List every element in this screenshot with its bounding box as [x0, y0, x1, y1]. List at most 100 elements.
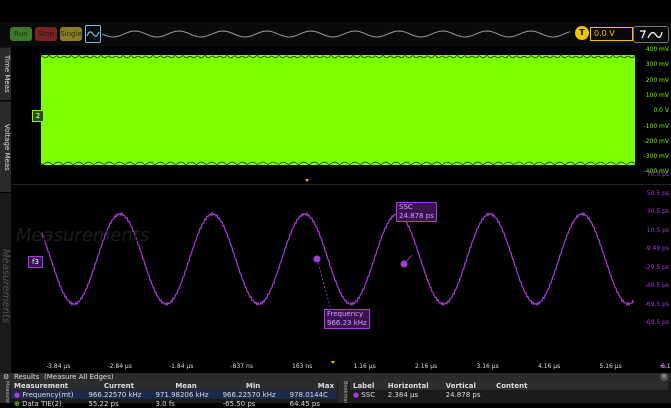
single-button[interactable]: Single	[60, 27, 82, 41]
y-tick-label: 30.5 ps	[646, 208, 669, 215]
frequency-label-value: 966.23 kHz	[327, 319, 367, 327]
top-black-band	[0, 0, 671, 22]
y-tick-label: -29.5 ps	[644, 263, 669, 271]
x-tick-label: 2.16 µs	[415, 363, 438, 370]
y-tick-label: -300 mV	[643, 153, 669, 161]
results-subtitle: (Measure All Edges)	[44, 373, 114, 381]
y-tick-label: 70.5 ps	[646, 171, 669, 178]
measurements-table: Measurement Current Mean Min Max ● Frequ…	[11, 381, 337, 408]
results-header: ⚙ Results (Measure All Edges) ×	[0, 373, 671, 381]
col-label[interactable]: Label	[353, 381, 375, 390]
tab-voltage-meas[interactable]: Voltage Meas	[0, 102, 11, 193]
tie-waveform	[41, 211, 635, 364]
top-waveform-panel: 2 400 mV 300 mV 200 mV 100 mV 0.0 V -100 mV -2…	[12, 46, 671, 194]
bookmark-content	[493, 390, 668, 399]
overview-waveform	[102, 30, 571, 38]
col-current[interactable]: Current	[103, 381, 134, 390]
y-tick-label: -49.5 ps	[644, 282, 669, 289]
run-button[interactable]: Run	[10, 27, 32, 41]
toolbar: Run Stop Single T 0.0 V	[0, 22, 671, 46]
y-tick-label: -9.49 ps	[644, 245, 669, 252]
row-current: 55.22 ps	[88, 399, 119, 408]
y-tick-label: 200 mV	[645, 76, 669, 84]
y-tick-label: -400 mV	[643, 168, 669, 176]
y-tick-label: -69.5 ps	[644, 300, 669, 308]
trigger-position-marker	[305, 179, 309, 182]
x-tick-label: 6.16 µs	[661, 363, 671, 370]
x-tick-label: 4.16 µs	[538, 363, 561, 370]
x-tick-label: 3.16 µs	[476, 363, 499, 370]
col-mean[interactable]: Mean	[175, 381, 197, 390]
table-row[interactable]: ● Frequency(mt) 966.22570 kHz 971.98206 …	[11, 390, 337, 399]
col-max[interactable]: Max	[317, 381, 334, 390]
row-min: -65.50 ps	[222, 399, 256, 408]
ssc-label: SSC	[399, 203, 413, 211]
bookmark-dot-icon: ●	[353, 390, 360, 399]
stop-button[interactable]: Stop	[35, 27, 57, 41]
function3-badge[interactable]: f3	[28, 256, 43, 268]
table-row[interactable]: ⊕ Data TIE(2) 55.22 ps 3.0 fs -65.50 ps …	[11, 399, 337, 408]
x-tick-label: -837 ns	[230, 363, 253, 370]
y-tick-label: -200 mV	[643, 137, 669, 145]
trigger-level-field[interactable]: 0.0 V	[590, 27, 633, 41]
bookmark-horizontal: 2.384 µs	[387, 390, 419, 399]
row-current: 966.22570 kHz	[88, 390, 142, 399]
y-tick-label: 0.0 V	[653, 107, 669, 115]
col-content[interactable]: Content	[496, 381, 528, 390]
y-tick-label: -100 mV	[643, 122, 669, 130]
results-pane: ⚙ Results (Measure All Edges) × Measurem…	[0, 373, 671, 408]
bookmarks-table: Label Horizontal Vertical Content ● SSC …	[350, 381, 668, 399]
row-max: 64.45 ps	[289, 399, 320, 408]
x-tick-label: 5.16 µs	[599, 363, 622, 370]
x-tick-label: 163 ns	[292, 363, 313, 370]
row-mean: 971.98206 kHz	[155, 390, 209, 399]
row-name: Frequency(mt)	[22, 390, 74, 399]
y-tick-label: 50.5 ps	[646, 189, 669, 197]
waveform-toggle-icon[interactable]	[85, 25, 101, 43]
ssc-bookmark-label[interactable]: SSC 24.878 ps	[396, 202, 437, 222]
y-tick-label: 10.5 ps	[646, 226, 669, 234]
row-mean: 3.0 fs	[155, 399, 175, 408]
table-row[interactable]: ● SSC 2.384 µs 24.878 ps	[350, 390, 668, 399]
ssc-value: 24.878 ps	[399, 212, 434, 220]
col-vertical[interactable]: Vertical	[445, 381, 476, 390]
row-min: 966.22570 kHz	[222, 390, 276, 399]
left-tab-bar: Time Meas Voltage Meas Measurements »	[0, 46, 11, 390]
bookmark-vertical: 24.878 ps	[445, 390, 481, 399]
row-name: Data TIE(2)	[22, 399, 62, 408]
panel-watermark: Measurements	[16, 225, 150, 246]
y-tick-label: 400 mV	[645, 46, 669, 53]
y-tick-label: -69.5 ps	[644, 319, 669, 326]
tab-measurements[interactable]: Measurements	[0, 194, 11, 380]
y-tick-label: 100 mV	[645, 91, 669, 99]
tab-time-meas[interactable]: Time Meas	[0, 48, 11, 101]
row-max: 978.0144C	[289, 390, 328, 399]
auto-scale-button[interactable]	[633, 26, 669, 43]
x-end-badge: ns	[660, 363, 667, 370]
x-tick-label: -1.84 µs	[169, 363, 194, 370]
channel2-badge[interactable]: 2	[32, 110, 44, 122]
y-tick-label: 300 mV	[645, 61, 669, 69]
row-marker-icon: ⊕	[14, 399, 20, 408]
frequency-label[interactable]: Frequency 966.23 kHz	[324, 309, 370, 329]
close-results-icon[interactable]: ×	[660, 373, 668, 381]
results-measurements-tab[interactable]: Measurements	[0, 381, 10, 403]
auto-scale-icon	[640, 30, 663, 39]
bookmarks-header-row: Label Horizontal Vertical Content	[350, 381, 668, 390]
bookmark-label: SSC	[361, 390, 376, 399]
measurements-header-row: Measurement Current Mean Min Max	[11, 381, 337, 390]
col-measurement[interactable]: Measurement	[14, 381, 69, 390]
bottom-waveform-panel: Measurements SSC 24.878 ps Frequency 966…	[12, 171, 671, 373]
col-min[interactable]: Min	[245, 381, 261, 390]
channel2-waveform	[40, 54, 636, 182]
bookmarks-tab[interactable]: Bookmarks	[338, 381, 348, 403]
col-horizontal[interactable]: Horizontal	[387, 381, 429, 390]
frequency-label-text: Frequency	[327, 310, 364, 318]
results-gear-icon[interactable]: ⚙	[3, 373, 10, 381]
trigger-icon[interactable]: T	[575, 26, 589, 40]
row-marker-icon: ●	[14, 390, 21, 399]
trigger-position-marker-2	[331, 361, 335, 364]
x-tick-label: -3.84 µs	[46, 363, 71, 370]
results-title: Results	[14, 373, 40, 381]
frequency-marker[interactable]	[313, 255, 321, 263]
